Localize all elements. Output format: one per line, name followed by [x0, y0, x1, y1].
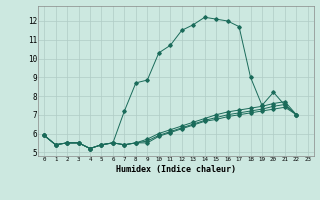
X-axis label: Humidex (Indice chaleur): Humidex (Indice chaleur): [116, 165, 236, 174]
